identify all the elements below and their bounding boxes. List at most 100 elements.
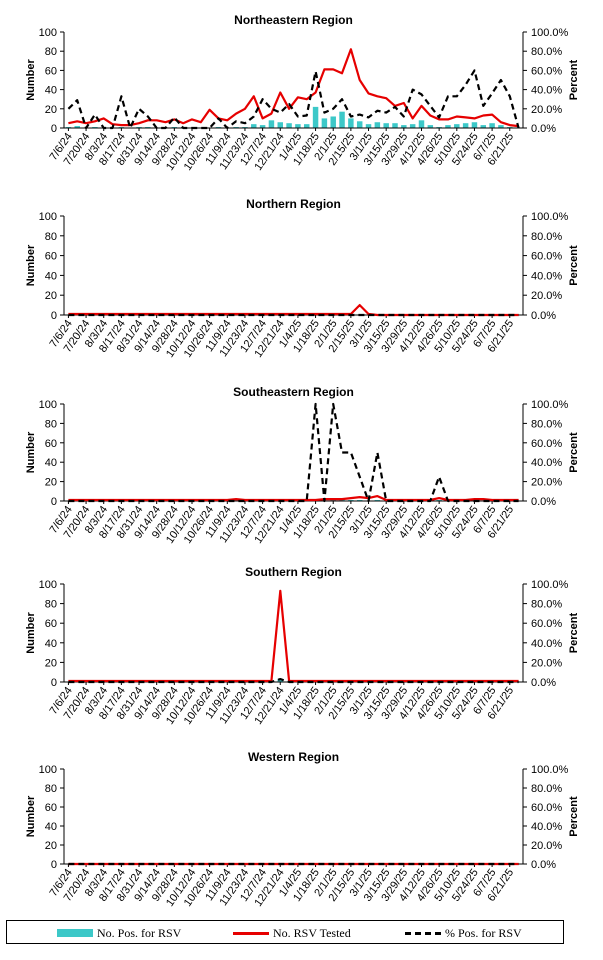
legend-label-percent: % Pos. for RSV (445, 925, 522, 940)
southeastern-region-ytick-label: 40 (45, 457, 57, 469)
northern-region-y2tick-label: 60.0% (531, 251, 562, 263)
legend-item-positives: No. Pos. for RSV (57, 925, 181, 941)
southern-region-ytick-label: 80 (45, 599, 57, 611)
northeastern-region-percent-line (67, 69, 520, 130)
southern-region-ytick-label: 100 (39, 579, 57, 591)
northeastern-region-y2tick-label: 60.0% (531, 65, 562, 77)
northeastern-region-bar (286, 123, 292, 128)
southern-region-ylabel: Number (25, 612, 37, 654)
southern-region-y2tick-label: 40.0% (531, 638, 562, 650)
southeastern-region-y2tick-label: 20.0% (531, 477, 562, 489)
southeastern-region-title: Southeastern Region (233, 385, 354, 399)
southern-region-ytick-label: 0 (51, 677, 57, 689)
northeastern-region-y2tick-label: 100.0% (531, 27, 569, 39)
southeastern-region-ytick-label: 100 (39, 399, 57, 411)
northern-region-tested-line (68, 304, 519, 317)
northeastern-region-ytick-label: 20 (45, 104, 57, 116)
legend-swatch-bar (57, 929, 93, 937)
northeastern-region-bar (409, 124, 416, 128)
legend-label-tested: No. RSV Tested (273, 925, 351, 940)
northeastern-region-bar (498, 125, 504, 128)
southeastern-region-y2tick-label: 60.0% (531, 438, 562, 450)
southern-region-tested-line (68, 589, 519, 683)
western-region-ytick-label: 60 (45, 802, 57, 814)
southeastern-region-y2tick-label: 0.0% (531, 496, 556, 508)
legend-item-percent: % Pos. for RSV (405, 925, 522, 941)
southern-region-title: Southern Region (245, 565, 342, 579)
western-region-ytick-label: 0 (51, 859, 57, 871)
northern-region-y2tick-label: 100.0% (531, 211, 569, 223)
northern-region-ytick-label: 40 (45, 270, 57, 282)
northeastern-region-y2tick-label: 80.0% (531, 46, 562, 58)
southeastern-region-ylabel: Number (25, 431, 37, 473)
western-region-y2tick-label: 80.0% (531, 783, 562, 795)
southern-region-y2tick-label: 20.0% (531, 657, 562, 669)
western-region-ytick-label: 20 (45, 840, 57, 852)
northeastern-region-bar (480, 125, 487, 128)
southern-region-ytick-label: 60 (45, 618, 57, 630)
northeastern-region-ytick-label: 100 (39, 27, 57, 39)
western-region-y2tick-label: 60.0% (531, 802, 562, 814)
southeastern-region-ytick-label: 60 (45, 438, 57, 450)
southeastern-region-percent-line (68, 402, 519, 503)
northeastern-region-bar (374, 122, 381, 128)
southern-region-ytick-label: 20 (45, 657, 57, 669)
northeastern-region-bar (427, 125, 434, 128)
northeastern-region-bar (339, 111, 345, 128)
western-region-ytick-label: 100 (39, 764, 57, 776)
southeastern-region-ytick-label: 0 (51, 496, 57, 508)
western-region-y2tick-label: 0.0% (531, 859, 556, 871)
northeastern-region-bar (383, 123, 389, 128)
northeastern-region-ytick-label: 80 (45, 46, 57, 58)
southeastern-region-ytick-label: 20 (45, 477, 57, 489)
western-region-ytick-label: 80 (45, 783, 57, 795)
southeastern-region-y2tick-label: 100.0% (531, 399, 569, 411)
western-region-y2tick-label: 40.0% (531, 821, 562, 833)
northern-region-y2label: Percent (568, 245, 580, 286)
northeastern-region-bar (489, 123, 495, 128)
northeastern-region-ytick-label: 0 (51, 123, 57, 135)
legend-item-tested: No. RSV Tested (233, 925, 351, 941)
northeastern-region-y2tick-label: 40.0% (531, 85, 562, 97)
chart-legend: No. Pos. for RSV No. RSV Tested % Pos. f… (6, 920, 564, 944)
northeastern-region-ytick-label: 60 (45, 65, 57, 77)
legend-swatch-dash (405, 931, 441, 935)
northern-region-ytick-label: 60 (45, 251, 57, 263)
western-region-ytick-label: 40 (45, 821, 57, 833)
northeastern-region-y2label: Percent (568, 59, 580, 100)
northeastern-region-bar (454, 124, 460, 128)
northeastern-region-bar (348, 118, 354, 128)
rsv-regional-charts: Northeastern Region 0 20 40 60 80 100 0.0% 20.0%… (25, 13, 580, 909)
northern-region-ytick-label: 100 (39, 211, 57, 223)
southern-region-y2tick-label: 0.0% (531, 677, 556, 689)
southeastern-region-y2tick-label: 80.0% (531, 418, 562, 430)
legend-swatch-line (233, 931, 269, 935)
northeastern-region-bar (418, 120, 425, 128)
northeastern-region-title: Northeastern Region (234, 13, 353, 27)
northeastern-region-bar (295, 124, 301, 128)
northern-region-y2tick-label: 80.0% (531, 231, 562, 243)
northeastern-region-bar (330, 116, 336, 128)
northern-region-ytick-label: 0 (51, 310, 57, 322)
northeastern-region-bar (445, 125, 451, 128)
northeastern-region-ytick-label: 40 (45, 85, 57, 97)
southeastern-region-y2tick-label: 40.0% (531, 457, 562, 469)
northern-region-ytick-label: 20 (45, 290, 57, 302)
western-region-y2tick-label: 100.0% (531, 764, 569, 776)
northern-region-y2tick-label: 40.0% (531, 270, 562, 282)
legend-label-positives: No. Pos. for RSV (97, 925, 182, 940)
northeastern-region-bar (304, 124, 310, 128)
northeastern-region-bar (392, 123, 398, 128)
northern-region-y2tick-label: 20.0% (531, 290, 562, 302)
northeastern-region-bar (251, 124, 257, 128)
southern-region-y2tick-label: 80.0% (531, 599, 562, 611)
northeastern-region-bar (356, 121, 363, 128)
southern-region-y2tick-label: 60.0% (531, 618, 562, 630)
southern-region-bar (277, 679, 283, 682)
western-region-title: Western Region (248, 750, 339, 764)
western-region-y2tick-label: 20.0% (531, 840, 562, 852)
northeastern-region-bar (462, 123, 469, 128)
northern-region-ylabel: Number (25, 244, 37, 286)
southeastern-region-tested-line (68, 495, 519, 502)
southeastern-region-y2label: Percent (568, 432, 580, 473)
